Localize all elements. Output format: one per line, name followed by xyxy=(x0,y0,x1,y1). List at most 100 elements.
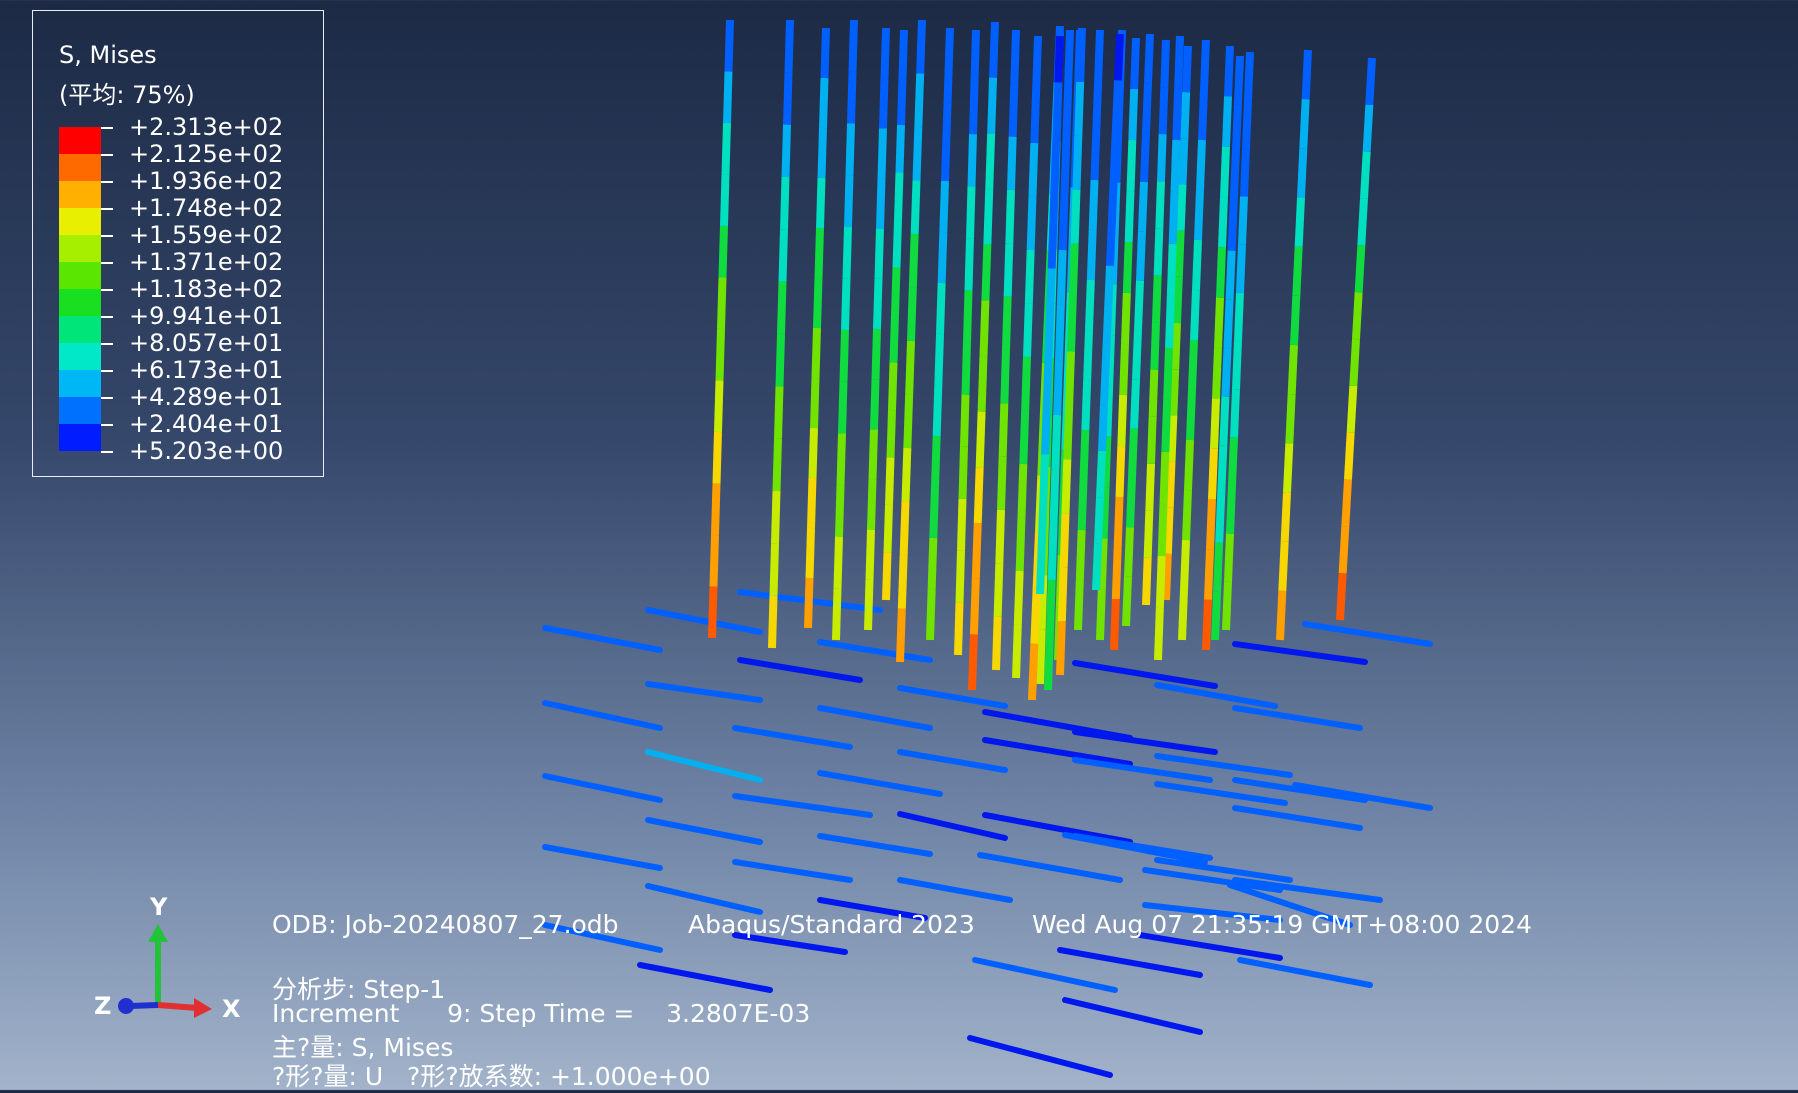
legend-tick xyxy=(101,316,113,318)
beam-element xyxy=(897,685,1008,709)
pile-element xyxy=(842,226,852,279)
pile-element xyxy=(969,578,980,635)
pile-element xyxy=(1124,527,1134,577)
beam-element xyxy=(732,793,873,818)
pile-element xyxy=(894,172,904,221)
pile-element xyxy=(1010,29,1020,84)
pile-element xyxy=(780,176,790,230)
pile-element xyxy=(1122,576,1132,627)
pile-element xyxy=(1106,219,1116,266)
legend-swatch xyxy=(59,370,101,397)
pile-element xyxy=(1085,279,1095,331)
beam-element xyxy=(1237,957,1373,988)
pile-element xyxy=(964,238,974,291)
pile-element xyxy=(1056,249,1067,306)
beam-element xyxy=(817,770,943,797)
legend-tick xyxy=(101,208,113,210)
pile-element xyxy=(808,427,818,479)
pile-element xyxy=(807,477,817,529)
pile-element xyxy=(1224,533,1234,582)
pile-element xyxy=(769,543,779,596)
pile-element xyxy=(709,534,719,587)
pile-element xyxy=(1360,151,1371,199)
pile-element xyxy=(883,504,893,553)
pile-element xyxy=(877,128,887,179)
pile-element xyxy=(1294,197,1305,247)
beam-element xyxy=(897,749,1008,773)
beam-element xyxy=(982,812,1133,845)
legend-color-bar xyxy=(59,127,101,451)
pile-element xyxy=(882,552,892,601)
legend-swatch xyxy=(59,316,101,343)
pile-element xyxy=(1062,84,1073,141)
pile-element xyxy=(1224,45,1234,97)
primary-variable: 主?量: S, Mises xyxy=(272,1033,454,1062)
pile-element xyxy=(899,501,910,556)
pile-element xyxy=(1292,246,1303,297)
pile-element xyxy=(1019,410,1030,465)
pile-element xyxy=(1161,399,1172,453)
pile-element xyxy=(912,126,923,181)
pile-element xyxy=(817,127,827,179)
pile-element xyxy=(1231,104,1242,154)
pile-element xyxy=(1283,443,1294,493)
beam-element xyxy=(542,625,663,653)
timestamp: Wed Aug 07 21:35:19 GMT+08:00 2024 xyxy=(1032,910,1532,939)
pile-element xyxy=(1210,398,1220,449)
pile-element xyxy=(717,277,727,330)
legend-tick xyxy=(101,424,113,426)
pile-element xyxy=(1013,570,1024,625)
legend-swatch xyxy=(59,424,101,451)
pile-element xyxy=(833,536,843,589)
pile-element xyxy=(1138,181,1148,232)
pile-element xyxy=(1143,510,1154,559)
beam-element xyxy=(1232,705,1363,731)
pile-element xyxy=(1341,479,1352,527)
pile-element xyxy=(1196,139,1206,191)
legend-swatch xyxy=(59,289,101,316)
pile-element xyxy=(1124,190,1135,243)
pile-element xyxy=(1148,369,1159,417)
pile-element xyxy=(1128,428,1138,479)
pile-element xyxy=(1102,311,1112,359)
legend-title: S, Mises xyxy=(59,41,157,69)
pile-element xyxy=(1094,29,1104,81)
pile-element xyxy=(1117,394,1128,447)
pile-element xyxy=(1219,396,1230,446)
pile-element xyxy=(1236,244,1246,293)
pile-element xyxy=(1047,221,1058,269)
pile-element xyxy=(781,124,791,178)
pile-element xyxy=(1046,268,1056,316)
pile-element xyxy=(926,588,936,641)
pile-element xyxy=(1113,496,1124,549)
pile-element xyxy=(1365,57,1376,106)
pile-element xyxy=(1090,129,1101,181)
pile-element xyxy=(908,233,919,288)
pile-element xyxy=(714,380,724,433)
pile-element xyxy=(973,467,984,524)
pile-element xyxy=(1079,429,1090,481)
y-axis-label: Y xyxy=(150,893,168,921)
pile-element xyxy=(1126,477,1136,528)
legend-tick xyxy=(101,289,113,291)
pile-element xyxy=(814,227,824,279)
pile-element xyxy=(905,340,915,395)
pile-element xyxy=(1163,507,1174,554)
pile-element xyxy=(1182,489,1192,541)
pile-element xyxy=(1115,445,1126,498)
pile-element xyxy=(778,229,788,282)
legend-swatch xyxy=(59,181,101,208)
pile-element xyxy=(720,174,730,227)
pile-element xyxy=(1054,35,1064,83)
legend-swatch xyxy=(59,343,101,370)
pile-element xyxy=(1218,196,1228,248)
pile-element xyxy=(1154,607,1164,661)
beam-element xyxy=(645,749,763,783)
pile-element xyxy=(1152,275,1162,323)
pile-element xyxy=(907,287,917,342)
pile-element xyxy=(1182,45,1192,93)
beam-element xyxy=(645,607,763,635)
beam-element xyxy=(977,852,1123,883)
legend-value-label: +6.173e+01 xyxy=(129,356,284,384)
